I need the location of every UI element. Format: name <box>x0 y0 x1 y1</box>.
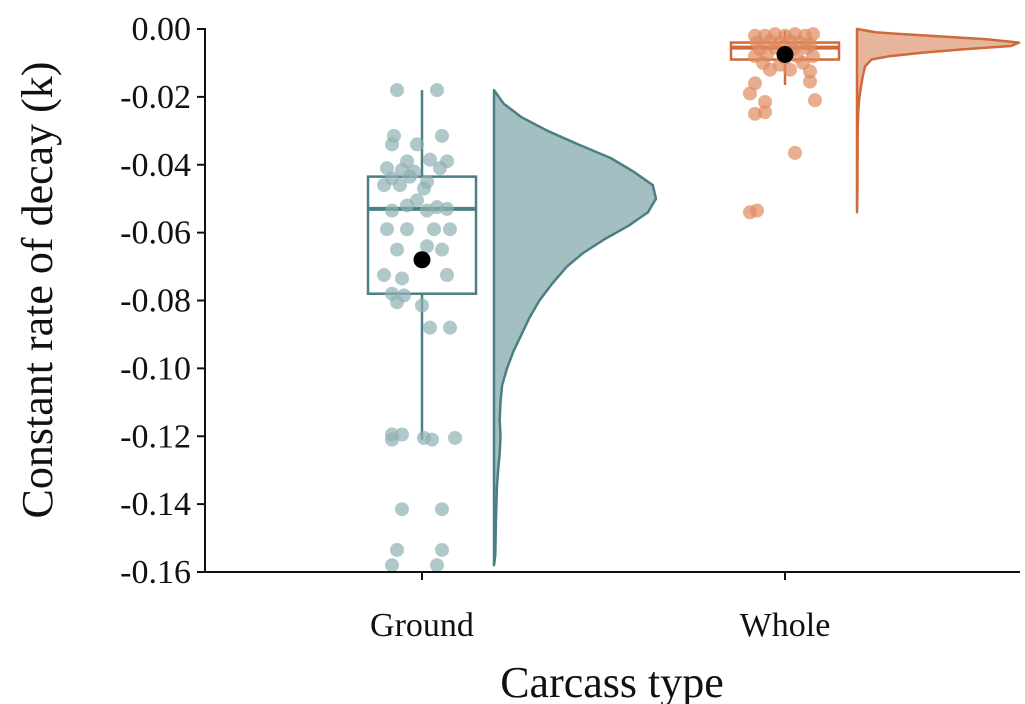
y-tick-label: -0.16 <box>120 554 191 591</box>
data-point <box>808 93 822 108</box>
data-point <box>427 222 441 237</box>
density-cloud <box>855 27 1021 214</box>
data-point <box>806 49 820 64</box>
data-point <box>435 242 449 257</box>
mean-marker <box>776 45 794 63</box>
data-point <box>403 169 417 184</box>
y-tick-label: -0.04 <box>120 147 191 184</box>
x-tick-label: Whole <box>740 607 831 644</box>
data-point <box>400 222 414 237</box>
data-point <box>430 83 444 98</box>
data-point <box>385 432 399 447</box>
data-point <box>743 86 757 101</box>
data-point <box>400 198 414 213</box>
data-point <box>390 295 404 310</box>
y-tick-label: -0.14 <box>120 486 191 523</box>
data-point <box>385 203 399 218</box>
y-tick-label: -0.10 <box>120 350 191 387</box>
axes <box>204 28 1020 573</box>
data-point <box>443 222 457 237</box>
y-tick-label: -0.12 <box>120 418 191 455</box>
data-point <box>440 201 454 216</box>
data-point <box>415 298 429 313</box>
y-ticks: 0.00 -0.02 -0.04 -0.06 -0.08 -0.10 -0.12 -0.14 -… <box>120 11 205 591</box>
x-tick-label: Ground <box>370 607 474 644</box>
x-axis-title: Carcass type <box>500 658 724 704</box>
data-point <box>430 558 444 573</box>
data-point <box>435 542 449 557</box>
y-tick-label: 0.00 <box>132 11 192 48</box>
data-point <box>410 137 424 152</box>
y-tick-label: -0.06 <box>120 215 191 252</box>
data-point <box>803 74 817 89</box>
data-point <box>420 203 434 218</box>
data-point <box>750 203 764 218</box>
plot-area <box>366 27 1021 573</box>
data-point <box>758 105 772 120</box>
data-point <box>393 178 407 193</box>
data-point <box>435 128 449 143</box>
data-point <box>377 178 391 193</box>
y-tick-label: -0.02 <box>120 79 191 116</box>
data-point <box>783 62 797 77</box>
data-point <box>435 502 449 517</box>
data-point <box>377 268 391 283</box>
data-point <box>448 430 462 445</box>
data-point <box>420 239 434 254</box>
data-point <box>385 558 399 573</box>
series-whole <box>729 27 1021 220</box>
data-point <box>417 181 431 196</box>
data-point <box>385 137 399 152</box>
y-tick-label: -0.08 <box>120 283 191 320</box>
data-point <box>395 271 409 286</box>
data-point <box>425 432 439 447</box>
data-point <box>440 268 454 283</box>
density-cloud <box>492 88 658 567</box>
data-point <box>433 161 447 176</box>
data-point <box>423 152 437 167</box>
data-point <box>423 320 437 335</box>
data-point <box>788 145 802 160</box>
mean-marker <box>413 251 431 269</box>
data-point <box>390 83 404 98</box>
y-axis-title: Constant rate of decay (k) <box>13 62 62 519</box>
data-point <box>443 320 457 335</box>
data-point <box>395 502 409 517</box>
data-point <box>390 242 404 257</box>
x-ticks: Ground Whole <box>370 572 830 644</box>
data-point <box>758 94 772 109</box>
data-point <box>763 62 777 77</box>
data-point <box>803 64 817 79</box>
box-iqr <box>366 175 478 295</box>
data-point <box>390 542 404 557</box>
series-ground <box>366 83 658 573</box>
data-point <box>380 222 394 237</box>
